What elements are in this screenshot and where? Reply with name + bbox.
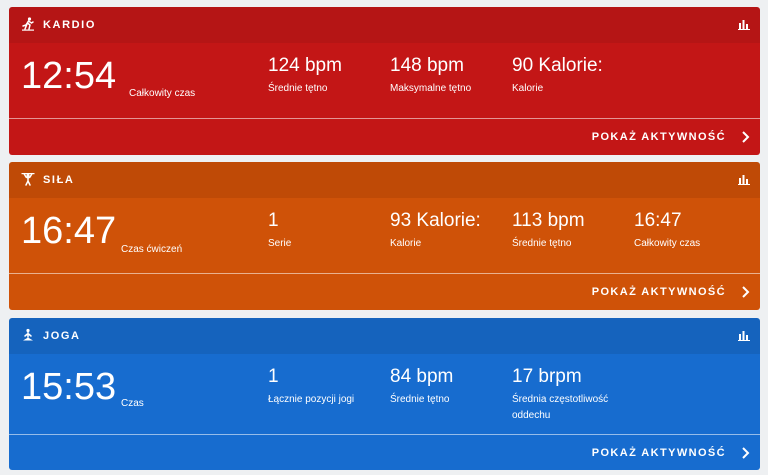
- card-body: 16:47 Czas ćwiczeń 1 Serie 93 Kalorie: K…: [9, 198, 760, 273]
- main-label: Czas: [121, 398, 144, 409]
- stat-value: 148 bpm: [390, 55, 464, 76]
- show-activity-link[interactable]: POKAŻ AKTYWNOŚĆ: [9, 274, 760, 310]
- main-label: Czas ćwiczeń: [121, 244, 183, 255]
- yoga-icon: [23, 328, 33, 341]
- card-header: KARDIO: [9, 7, 760, 43]
- bar-chart-icon[interactable]: [738, 330, 750, 341]
- stat: 148 bpm Maksymalne tętno: [390, 54, 471, 97]
- main-value: 15:53: [21, 366, 117, 408]
- chevron-right-icon[interactable]: [741, 130, 750, 144]
- show-activity-link[interactable]: POKAŻ AKTYWNOŚĆ: [9, 435, 760, 470]
- card-title: SIŁA: [43, 174, 75, 186]
- stat: 113 bpm Średnie tętno: [512, 209, 585, 252]
- chevron-right-icon[interactable]: [741, 446, 750, 460]
- stat-value: 113 bpm: [512, 210, 585, 231]
- stat: 84 bpm Średnie tętno: [390, 365, 453, 408]
- running-icon: [22, 17, 34, 31]
- stat-label: Średnie tętno: [268, 83, 328, 94]
- show-activity-label[interactable]: POKAŻ AKTYWNOŚĆ: [591, 286, 726, 298]
- card-header: JOGA: [9, 318, 760, 354]
- stat-label: Maksymalne tętno: [390, 83, 472, 94]
- stat-value: 84 bpm: [390, 366, 454, 387]
- stat-value: 1: [268, 366, 279, 387]
- show-activity-link[interactable]: POKAŻ AKTYWNOŚĆ: [9, 119, 760, 155]
- main-value: 16:47: [21, 210, 117, 252]
- stat-label: Serie: [268, 238, 292, 249]
- bar-chart-icon[interactable]: [738, 174, 750, 185]
- stat: 16:47 Całkowity czas: [634, 209, 700, 252]
- stat-label: Łącznie pozycji jogi: [268, 394, 355, 405]
- stat-value: 93 Kalorie:: [390, 210, 481, 231]
- stat-value: 17 brpm: [512, 366, 582, 387]
- stat-value: 16:47: [634, 210, 682, 231]
- stat-value: 1: [268, 210, 279, 231]
- activity-card-joga: JOGA 15:53 Czas 1 Łącznie pozycji jogi 8…: [9, 318, 760, 470]
- card-body: 15:53 Czas 1 Łącznie pozycji jogi 84 bpm…: [9, 354, 760, 434]
- chevron-right-icon[interactable]: [741, 285, 750, 299]
- stat-label: Średnia częstotliwość oddechu: [512, 394, 609, 421]
- stat: 17 brpm Średnia częstotliwość oddechu: [512, 365, 627, 424]
- main-value: 12:54: [21, 55, 117, 97]
- card-title: JOGA: [43, 330, 81, 342]
- stat-value: 90 Kalorie:: [512, 55, 603, 76]
- stat: 124 bpm Średnie tętno: [268, 54, 342, 97]
- stat-value: 124 bpm: [268, 55, 342, 76]
- card-title: KARDIO: [43, 19, 96, 31]
- stat: 1 Serie: [268, 209, 291, 252]
- weightlifting-icon: [21, 172, 35, 186]
- stat-label: Całkowity czas: [634, 238, 701, 249]
- card-body: 12:54 Całkowity czas 124 bpm Średnie tęt…: [9, 43, 760, 118]
- bar-chart-icon[interactable]: [738, 19, 750, 30]
- activity-card-kardio: KARDIO 12:54 Całkowity czas 124 bpm Śred…: [9, 7, 760, 155]
- stat-label: Średnie tętno: [512, 238, 572, 249]
- stat-label: Średnie tętno: [390, 394, 450, 405]
- activity-card-sila: SIŁA 16:47 Czas ćwiczeń 1 Serie 93 Kalor…: [9, 162, 760, 310]
- card-header: SIŁA: [9, 162, 760, 198]
- stat-label: Kalorie: [512, 83, 544, 94]
- stat-label: Kalorie: [390, 238, 422, 249]
- show-activity-label[interactable]: POKAŻ AKTYWNOŚĆ: [591, 131, 726, 143]
- stat: 1 Łącznie pozycji jogi: [268, 365, 354, 408]
- show-activity-label[interactable]: POKAŻ AKTYWNOŚĆ: [591, 447, 726, 459]
- stat: 90 Kalorie: Kalorie: [512, 54, 603, 97]
- stat: 93 Kalorie: Kalorie: [390, 209, 481, 252]
- main-label: Całkowity czas: [129, 88, 196, 99]
